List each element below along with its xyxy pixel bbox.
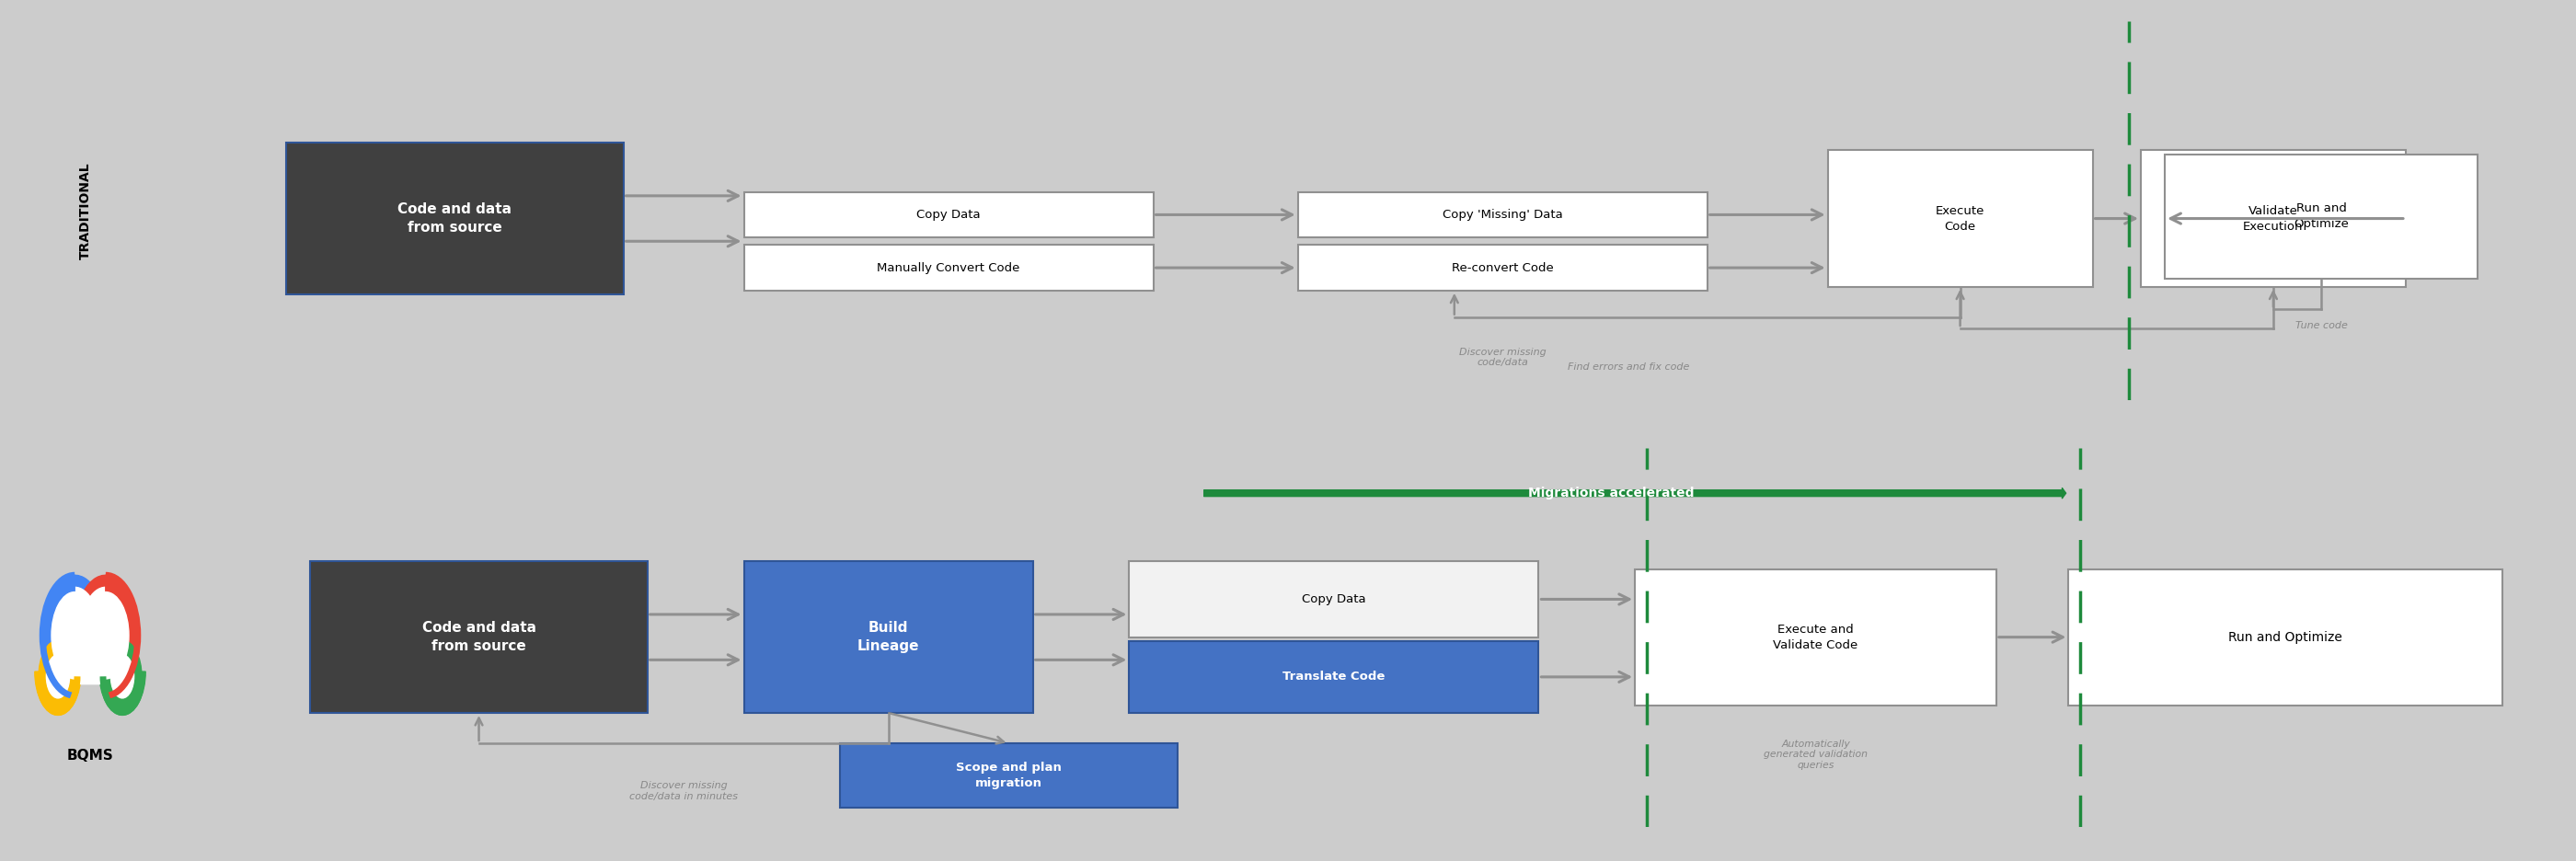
- FancyBboxPatch shape: [2164, 154, 2478, 279]
- Text: Migrations accelerated: Migrations accelerated: [1528, 486, 1695, 499]
- FancyBboxPatch shape: [1636, 569, 1996, 705]
- Text: Find errors and fix code: Find errors and fix code: [1569, 362, 1690, 372]
- Circle shape: [80, 587, 131, 684]
- Circle shape: [82, 592, 129, 678]
- Text: Automatically
generated validation
queries: Automatically generated validation queri…: [1765, 740, 1868, 770]
- Text: Copy 'Missing' Data: Copy 'Missing' Data: [1443, 208, 1564, 220]
- Circle shape: [39, 641, 77, 713]
- Wedge shape: [44, 575, 98, 696]
- Text: Tune code: Tune code: [2295, 321, 2347, 330]
- Wedge shape: [106, 575, 137, 696]
- FancyBboxPatch shape: [2141, 151, 2406, 287]
- Wedge shape: [36, 672, 82, 715]
- Text: Manually Convert Code: Manually Convert Code: [876, 262, 1020, 274]
- Circle shape: [49, 587, 100, 684]
- FancyBboxPatch shape: [286, 143, 623, 294]
- Text: TRADITIONAL: TRADITIONAL: [80, 163, 93, 259]
- Wedge shape: [82, 575, 137, 696]
- FancyBboxPatch shape: [840, 743, 1177, 808]
- Text: Execute
Code: Execute Code: [1935, 205, 1984, 232]
- Circle shape: [52, 592, 98, 678]
- Text: Discover missing
code/data: Discover missing code/data: [1458, 347, 1546, 367]
- Text: Code and data
from source: Code and data from source: [397, 202, 513, 234]
- Text: BQMS: BQMS: [67, 749, 113, 763]
- Circle shape: [111, 654, 134, 698]
- Text: Execute and
Validate Code: Execute and Validate Code: [1772, 623, 1857, 651]
- Wedge shape: [41, 575, 75, 696]
- FancyBboxPatch shape: [1128, 561, 1538, 637]
- FancyBboxPatch shape: [744, 245, 1154, 290]
- FancyBboxPatch shape: [1829, 151, 2092, 287]
- Text: Copy Data: Copy Data: [917, 208, 981, 220]
- Text: Translate Code: Translate Code: [1283, 671, 1386, 683]
- Text: Discover missing
code/data in minutes: Discover missing code/data in minutes: [629, 781, 737, 801]
- Bar: [52, 599, 129, 684]
- FancyBboxPatch shape: [744, 192, 1154, 238]
- FancyBboxPatch shape: [744, 561, 1033, 713]
- Text: Copy Data: Copy Data: [1301, 593, 1365, 605]
- FancyBboxPatch shape: [2069, 569, 2501, 705]
- FancyBboxPatch shape: [1298, 245, 1708, 290]
- Text: Re-convert Code: Re-convert Code: [1450, 262, 1553, 274]
- Wedge shape: [100, 672, 147, 715]
- FancyBboxPatch shape: [1298, 192, 1708, 238]
- FancyBboxPatch shape: [1128, 641, 1538, 713]
- Circle shape: [46, 654, 70, 698]
- Text: Scope and plan
migration: Scope and plan migration: [956, 762, 1061, 790]
- FancyArrowPatch shape: [1203, 488, 2066, 499]
- FancyBboxPatch shape: [309, 561, 647, 713]
- Text: Build
Lineage: Build Lineage: [858, 621, 920, 653]
- Text: Run and
Optimize: Run and Optimize: [2293, 203, 2349, 231]
- Circle shape: [103, 641, 142, 713]
- Text: Validate
Execution: Validate Execution: [2244, 205, 2303, 232]
- Text: Code and data
from source: Code and data from source: [422, 621, 536, 653]
- Bar: [52, 616, 129, 684]
- Text: Run and Optimize: Run and Optimize: [2228, 631, 2342, 643]
